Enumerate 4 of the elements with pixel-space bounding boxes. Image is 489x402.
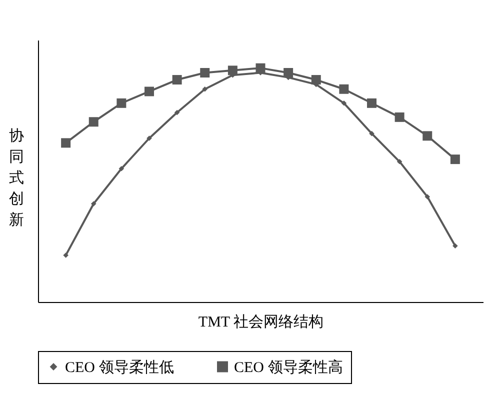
legend-label: CEO 领导柔性高 <box>234 358 343 376</box>
legend-label: CEO 领导柔性低 <box>65 358 174 376</box>
y-axis-title: 协同式创新 <box>9 128 24 228</box>
x-axis-title: TMT 社会网络结构 <box>198 314 324 330</box>
